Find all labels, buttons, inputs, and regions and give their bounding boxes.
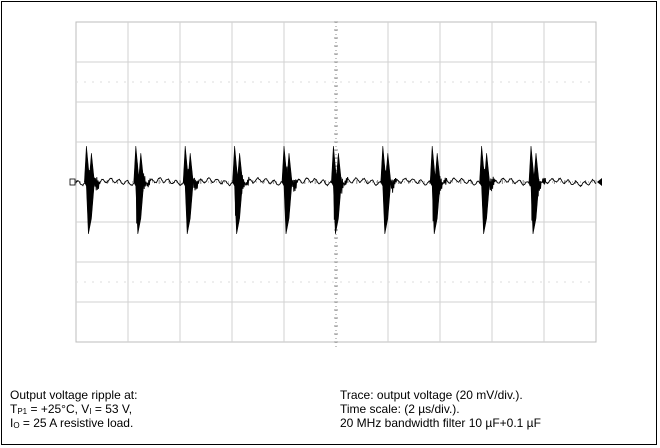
ripple-spike [84,145,95,235]
scope-trace [75,145,597,235]
ripple-spike [380,145,392,235]
caption-right-line-2: Time scale: (2 µs/div.). [340,402,460,416]
ripple-spike [528,145,540,235]
caption-right-line-1: Trace: output voltage (20 mV/div.). [340,388,523,402]
ripple-spike [133,145,145,235]
caption-left-line-3: IO = 25 A resistive load. [10,416,134,430]
ripple-spike [429,145,441,235]
caption-left-line-2: TP1 = +25°C, VI = 53 V, [10,402,133,416]
caption-left-line-1: Output voltage ripple at: [10,388,138,402]
ripple-spike [331,145,342,235]
ground-marker [69,178,76,186]
scope-markers [69,178,602,186]
ripple-spike [232,145,243,235]
caption-conditions: Output voltage ripple at: TP1 = +25°C, V… [10,388,137,430]
trigger-marker [597,178,602,186]
caption-trace-settings: Trace: output voltage (20 mV/div.). Time… [340,388,541,430]
ripple-spike [281,145,293,235]
ripple-spike [182,145,194,235]
caption-right-line-3: 20 MHz bandwidth filter 10 µF+0.1 µF [340,416,541,430]
ripple-spike [479,145,490,235]
